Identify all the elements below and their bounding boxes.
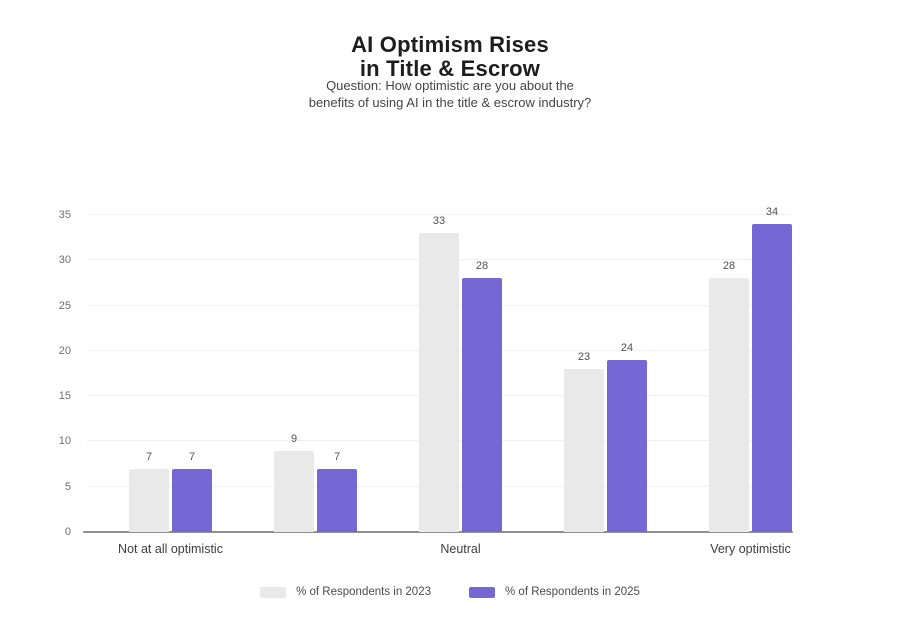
bar-value-label: 28 xyxy=(722,260,736,273)
y-axis-tick-label: 0 xyxy=(64,526,71,538)
bar-value-label: 7 xyxy=(145,450,153,463)
x-axis-line xyxy=(83,531,793,533)
bar-2025-group-5 xyxy=(752,224,792,532)
bar-2023-group-5 xyxy=(709,278,749,532)
plot-area: 0 5 10 15 20 25 30 35 7 9 33 23 28 7 7 28 24 34 Not at all… xyxy=(59,206,793,556)
legend: % of Respondents in 2023 % of Respondent… xyxy=(0,586,900,598)
chart-title-line-2: in Title & Escrow xyxy=(359,55,541,81)
y-axis-tick-label: 15 xyxy=(58,390,71,403)
y-axis-tick-label: 5 xyxy=(64,480,71,493)
bar-2025-group-1 xyxy=(172,468,212,532)
bar-2025-group-2 xyxy=(317,468,357,532)
y-axis-tick-label: 25 xyxy=(58,299,71,312)
x-axis-category-label: Not at all optimistic xyxy=(118,542,223,556)
gridline xyxy=(87,214,793,215)
y-axis-tick-label: 10 xyxy=(58,435,71,448)
legend-label-2023: % of Respondents in 2023 xyxy=(296,586,431,598)
chart-title: AI Optimism Rises in Title & Escrow xyxy=(0,31,900,81)
chart-subtitle-line-1: Question: How optimistic are you about t… xyxy=(326,78,574,93)
bar-2023-group-3 xyxy=(419,233,459,532)
x-axis-category-label: Very optimistic xyxy=(710,542,791,556)
bar-2025-group-4 xyxy=(607,359,647,532)
bar-value-label: 7 xyxy=(188,450,196,463)
bar-value-label: 33 xyxy=(432,215,446,228)
bar-2025-group-3 xyxy=(462,278,502,532)
y-axis-tick-label: 20 xyxy=(58,344,71,357)
bar-2023-group-1 xyxy=(129,468,169,532)
bar-value-label: 34 xyxy=(765,206,779,219)
bar-value-label: 24 xyxy=(620,341,634,354)
y-axis-tick-label: 30 xyxy=(58,254,71,267)
bar-value-label: 28 xyxy=(475,260,489,273)
bar-value-label: 9 xyxy=(290,432,298,445)
bar-2023-group-4 xyxy=(564,368,604,532)
x-axis-category-label: Neutral xyxy=(440,542,481,556)
chart-subtitle: Question: How optimistic are you about t… xyxy=(0,77,900,111)
bar-value-label: 7 xyxy=(333,450,341,463)
legend-swatch-2025 xyxy=(469,586,495,598)
legend-label-2025: % of Respondents in 2025 xyxy=(505,586,640,598)
chart-title-line-1: AI Optimism Rises xyxy=(351,31,549,57)
legend-item-2023: % of Respondents in 2023 xyxy=(260,586,431,598)
bar-value-label: 23 xyxy=(577,350,591,363)
y-axis-tick-label: 35 xyxy=(58,209,71,221)
legend-item-2025: % of Respondents in 2025 xyxy=(469,586,640,598)
bar-2023-group-2 xyxy=(274,450,314,532)
chart-subtitle-line-2: benefits of using AI in the title & escr… xyxy=(308,95,592,110)
legend-swatch-2023 xyxy=(260,586,287,598)
